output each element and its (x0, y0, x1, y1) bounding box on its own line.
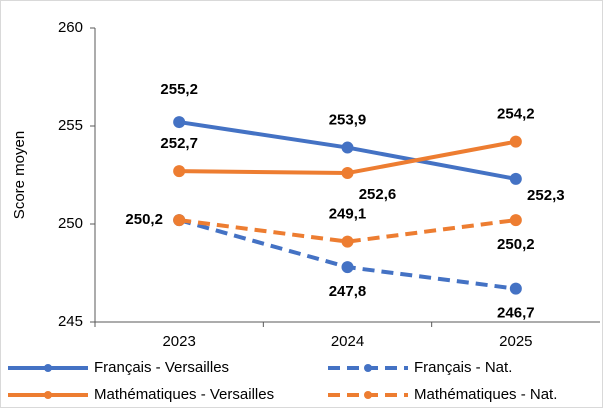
data-label: 247,8 (329, 283, 367, 300)
data-label: 249,1 (329, 206, 367, 223)
y-tick-label: 255 (58, 117, 83, 134)
data-label: 252,3 (527, 187, 565, 204)
data-point (341, 261, 354, 274)
x-tick-label: 2025 (499, 333, 532, 350)
y-tick-label: 245 (58, 313, 83, 330)
data-point (341, 167, 354, 180)
y-tick-label: 260 (58, 19, 83, 36)
data-label: 252,7 (160, 135, 198, 152)
data-label: 252,6 (359, 186, 397, 203)
data-label: 254,2 (497, 106, 535, 123)
data-point (173, 214, 186, 227)
data-label: 250,2 (125, 211, 163, 228)
legend-label: Français - Versailles (94, 359, 229, 376)
data-point (173, 116, 186, 129)
data-point (341, 235, 354, 248)
legend-marker (44, 391, 52, 399)
data-point (509, 214, 522, 227)
data-point (509, 135, 522, 148)
y-axis-title: Score moyen (11, 131, 28, 219)
x-tick-label: 2023 (162, 333, 195, 350)
legend-label: Mathématiques - Versailles (94, 386, 274, 403)
legend-label: Mathématiques - Nat. (414, 386, 557, 403)
data-label: 246,7 (497, 305, 535, 322)
data-label: 250,2 (497, 236, 535, 253)
data-label: 255,2 (160, 81, 198, 98)
legend-marker (44, 364, 52, 372)
data-point (341, 141, 354, 154)
legend-marker (364, 364, 372, 372)
data-point (173, 165, 186, 178)
data-point (509, 282, 522, 295)
x-tick-label: 2024 (331, 333, 364, 350)
legend-marker (364, 391, 372, 399)
data-point (509, 172, 522, 185)
data-label: 253,9 (329, 112, 367, 129)
legend-label: Français - Nat. (414, 359, 512, 376)
y-tick-label: 250 (58, 215, 83, 232)
